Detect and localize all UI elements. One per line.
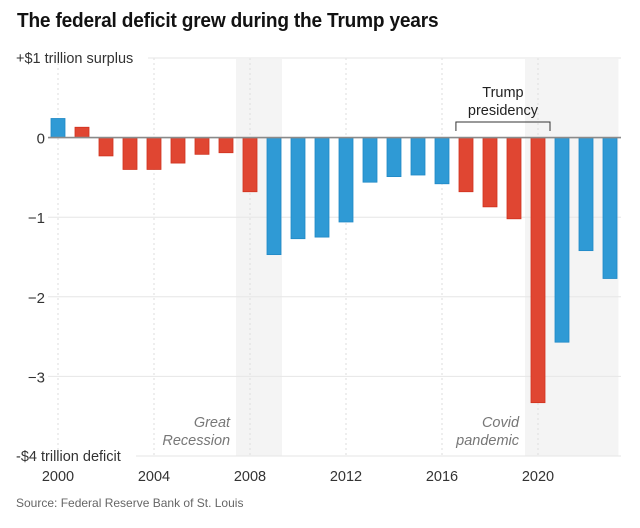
bar-2021 xyxy=(554,137,570,343)
bar-2013 xyxy=(362,137,378,183)
source-note: Source: Federal Reserve Bank of St. Loui… xyxy=(16,496,244,510)
y-tick-label: −1 xyxy=(28,210,45,227)
shaded-band-great-recession xyxy=(236,59,282,456)
bar-2012 xyxy=(338,137,354,223)
bar-2016 xyxy=(434,137,450,185)
bar-2000 xyxy=(50,118,66,139)
chart-title: The federal deficit grew during the Trum… xyxy=(17,9,439,32)
y-tick-label: −3 xyxy=(28,369,45,386)
bar-2004 xyxy=(146,137,162,170)
bracket-label: presidency xyxy=(468,103,539,119)
x-tick-label: 2016 xyxy=(426,469,458,485)
y-tick-label: +$1 trillion surplus xyxy=(16,51,133,67)
band-label: Great xyxy=(194,415,231,431)
gridlines xyxy=(48,57,621,457)
band-label: Covid xyxy=(482,415,520,431)
x-tick-label: 2012 xyxy=(330,469,362,485)
annotations: Great Recession Covid pandemic Trump presiden… xyxy=(162,85,551,449)
y-tick-label: −2 xyxy=(28,290,45,307)
bar-2006 xyxy=(194,137,210,155)
bar-2014 xyxy=(386,137,402,178)
bars xyxy=(50,118,618,404)
bar-2001 xyxy=(74,126,90,138)
band-label: Recession xyxy=(162,433,230,449)
y-axis-labels: +$1 trillion surplus 0 −1 −2 −3 -$4 trillion … xyxy=(16,51,133,465)
bar-2018 xyxy=(482,137,498,208)
y-tick-label: 0 xyxy=(37,131,45,148)
x-tick-label: 2004 xyxy=(138,469,170,485)
bar-2022 xyxy=(578,137,594,252)
x-tick-label: 2020 xyxy=(522,469,554,485)
bar-2010 xyxy=(290,137,306,240)
bar-2009 xyxy=(266,137,282,256)
bar-2020 xyxy=(530,137,546,404)
bracket-label: Trump xyxy=(482,85,523,101)
bar-2011 xyxy=(314,137,330,238)
bar-2023 xyxy=(602,137,618,279)
bar-2007 xyxy=(218,137,234,154)
bar-2003 xyxy=(122,137,138,170)
bar-2002 xyxy=(98,137,114,157)
bar-2008 xyxy=(242,137,258,193)
x-axis-labels: 2000 2004 2008 2012 2016 2020 xyxy=(42,469,554,485)
bar-2015 xyxy=(410,137,426,176)
y-tick-label: -$4 trillion deficit xyxy=(16,449,121,465)
bar-2019 xyxy=(506,137,522,220)
band-label: pandemic xyxy=(455,433,520,449)
trump-presidency-bracket xyxy=(455,121,551,131)
x-tick-label: 2008 xyxy=(234,469,266,485)
bar-2005 xyxy=(170,137,186,164)
x-tick-label: 2000 xyxy=(42,469,74,485)
bar-2017 xyxy=(458,137,474,193)
